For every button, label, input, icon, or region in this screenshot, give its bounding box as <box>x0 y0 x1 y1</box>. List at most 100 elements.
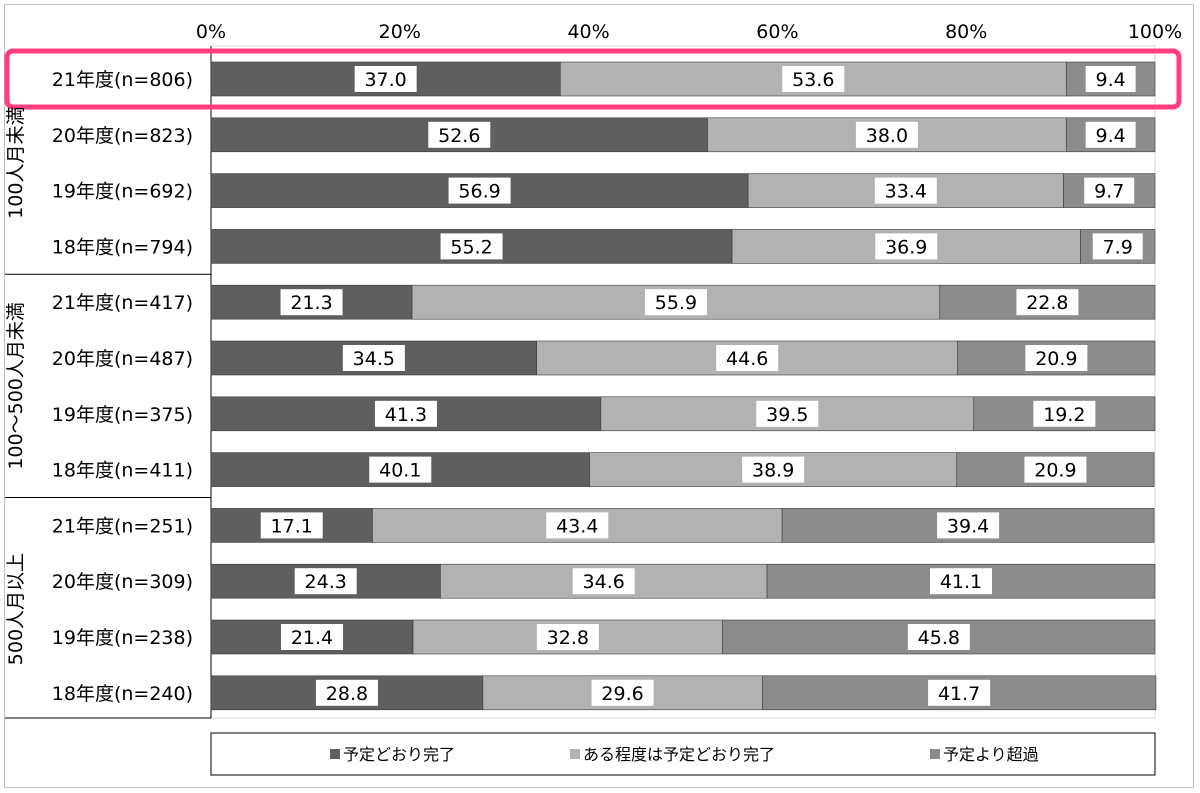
data-label: 44.6 <box>726 348 768 370</box>
category-label: 18年度(n=411) <box>52 460 193 482</box>
data-label-bg <box>1025 345 1088 371</box>
legend-swatch <box>930 749 940 759</box>
category-label: 20年度(n=487) <box>52 348 193 370</box>
data-label-bg <box>644 289 707 316</box>
data-label: 29.6 <box>601 683 643 705</box>
data-label: 24.3 <box>305 571 347 593</box>
x-tick-label: 80% <box>945 21 987 43</box>
chart-frame <box>4 4 1194 788</box>
legend-box <box>210 732 1156 776</box>
data-label: 40.1 <box>379 460 421 482</box>
data-label-bg <box>572 568 635 595</box>
data-label-bg <box>1092 233 1143 260</box>
legend-swatch <box>330 749 340 759</box>
data-label: 20.9 <box>1035 348 1077 370</box>
data-label: 39.4 <box>947 515 989 537</box>
data-label-bg <box>1085 66 1136 92</box>
data-label-bg <box>354 66 417 92</box>
data-label-bg <box>281 624 344 650</box>
data-label-bg <box>448 177 511 204</box>
category-label: 21年度(n=251) <box>52 515 193 537</box>
data-label-bg <box>782 66 845 92</box>
data-label: 43.4 <box>556 515 598 537</box>
data-label-bg <box>315 679 378 706</box>
data-label: 34.5 <box>353 348 395 370</box>
legend-label: 予定どおり完了 <box>343 745 455 764</box>
category-label: 19年度(n=375) <box>52 404 193 426</box>
data-label: 53.6 <box>792 69 834 91</box>
data-label: 41.3 <box>385 404 427 426</box>
data-label: 36.9 <box>885 236 927 258</box>
data-label: 21.3 <box>290 292 332 314</box>
x-tick-label: 40% <box>567 21 609 43</box>
data-label: 32.8 <box>547 627 589 649</box>
data-label-bg <box>756 400 819 427</box>
data-label-bg <box>260 512 323 539</box>
data-label-bg <box>369 456 432 483</box>
data-label-bg <box>907 624 970 650</box>
data-label-bg <box>875 233 938 260</box>
x-tick-label: 0% <box>196 21 226 43</box>
group-label: 100人月未満 <box>5 107 27 219</box>
data-label-bg <box>855 121 918 148</box>
data-label: 33.4 <box>885 181 927 203</box>
data-label: 41.1 <box>940 571 982 593</box>
data-label: 38.0 <box>866 125 908 147</box>
data-label: 9.4 <box>1096 69 1126 91</box>
data-label: 17.1 <box>271 515 313 537</box>
data-label-bg <box>1084 177 1135 204</box>
x-tick-label: 20% <box>379 21 421 43</box>
data-label-bg <box>428 121 491 148</box>
legend-label: ある程度は予定どおり完了 <box>583 745 775 764</box>
category-label: 19年度(n=692) <box>52 181 193 203</box>
data-label: 22.8 <box>1026 292 1068 314</box>
data-label-bg <box>1033 400 1096 427</box>
x-tick-label: 60% <box>756 21 798 43</box>
category-label: 21年度(n=417) <box>52 292 193 314</box>
data-label-bg <box>1024 456 1087 483</box>
data-label-bg <box>440 233 503 260</box>
x-tick-label: 100% <box>1128 21 1182 43</box>
data-label-bg <box>374 400 437 427</box>
data-label-bg <box>716 345 779 371</box>
data-label: 21.4 <box>291 627 333 649</box>
data-label: 38.9 <box>752 460 794 482</box>
data-label: 34.6 <box>583 571 625 593</box>
data-label: 52.6 <box>438 125 480 147</box>
legend-label: 予定より超過 <box>943 745 1039 764</box>
category-label: 20年度(n=823) <box>52 125 193 147</box>
data-label-bg <box>546 512 609 539</box>
data-label: 9.4 <box>1096 125 1126 147</box>
category-label: 19年度(n=238) <box>52 627 193 649</box>
data-label-bg <box>928 679 991 706</box>
highlight-box <box>4 48 1182 110</box>
group-label: 500人月以上 <box>5 553 27 665</box>
data-label-bg <box>930 568 993 595</box>
legend-swatch <box>570 749 580 759</box>
data-label: 9.7 <box>1094 181 1124 203</box>
data-label: 39.5 <box>766 404 808 426</box>
category-label: 18年度(n=240) <box>52 683 193 705</box>
data-label: 28.8 <box>326 683 368 705</box>
category-label: 20年度(n=309) <box>52 571 193 593</box>
data-label: 55.9 <box>655 292 697 314</box>
data-label: 37.0 <box>364 69 406 91</box>
data-label-bg <box>937 512 1000 539</box>
data-label-bg <box>294 568 357 595</box>
data-label-bg <box>536 624 599 650</box>
category-label: 18年度(n=794) <box>52 236 193 258</box>
data-label: 45.8 <box>918 627 960 649</box>
data-label: 7.9 <box>1103 236 1133 258</box>
data-label-bg <box>742 456 805 483</box>
data-label: 19.2 <box>1043 404 1085 426</box>
category-label: 21年度(n=806) <box>52 69 193 91</box>
data-label-bg <box>280 289 343 316</box>
data-label-bg <box>591 679 654 706</box>
data-label: 20.9 <box>1034 460 1076 482</box>
data-label-bg <box>1085 121 1136 148</box>
data-label: 41.7 <box>938 683 980 705</box>
data-label-bg <box>1016 289 1079 316</box>
data-label-bg <box>874 177 937 204</box>
data-label: 56.9 <box>458 181 500 203</box>
